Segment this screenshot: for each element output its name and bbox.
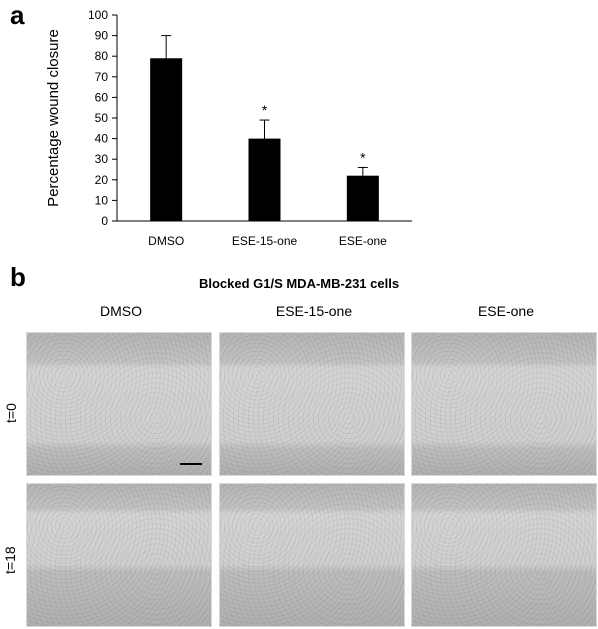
y-axis-label: Percentage wound closure [45,29,62,207]
bar [346,175,379,221]
chart-category-labels: DMSO ESE-15-one ESE-one [148,234,387,248]
panel-b-title: Blocked G1/S MDA-MB-231 cells [198,276,400,291]
bar [150,58,183,222]
panel-a-label: a [10,0,25,30]
row-label-t18: t=18 [2,546,18,574]
category-label: ESE-one [339,234,387,248]
y-tick-label: 60 [95,90,109,104]
column-label-ese-one: ESE-one [477,303,535,319]
column-label-ese-15-one: ESE-15-one [275,303,353,319]
category-label: ESE-15-one [232,234,298,248]
significance-mark: * [360,149,366,165]
y-tick-label: 80 [95,49,109,63]
y-tick-label: 0 [101,214,108,228]
y-tick-label: 50 [95,111,109,125]
y-tick-label: 30 [95,152,109,166]
y-tick-label: 90 [95,29,109,43]
chart-ticks: 0 10 20 30 40 50 60 70 80 90 100 [88,8,117,228]
micrograph-ese-one-t18 [411,483,597,627]
column-label-dmso: DMSO [100,303,142,319]
micrograph-ese-15-one-t18 [219,483,405,627]
panel-b-label: b [10,262,26,292]
micrograph-ese-one-t0 [411,332,597,476]
scale-bar [180,463,202,465]
y-tick-label: 10 [95,193,109,207]
y-tick-label: 100 [88,8,108,22]
micrograph-ese-15-one-t0 [219,332,405,476]
row-label-t0: t=0 [3,403,19,423]
chart-bars: ** [150,35,379,222]
micrograph-dmso-t0 [26,332,212,476]
micrograph-dmso-t18 [26,483,212,627]
y-tick-label: 20 [95,173,109,187]
category-label: DMSO [148,234,184,248]
significance-mark: * [262,102,268,118]
y-tick-label: 40 [95,132,109,146]
bar [248,138,281,221]
y-tick-label: 70 [95,70,109,84]
